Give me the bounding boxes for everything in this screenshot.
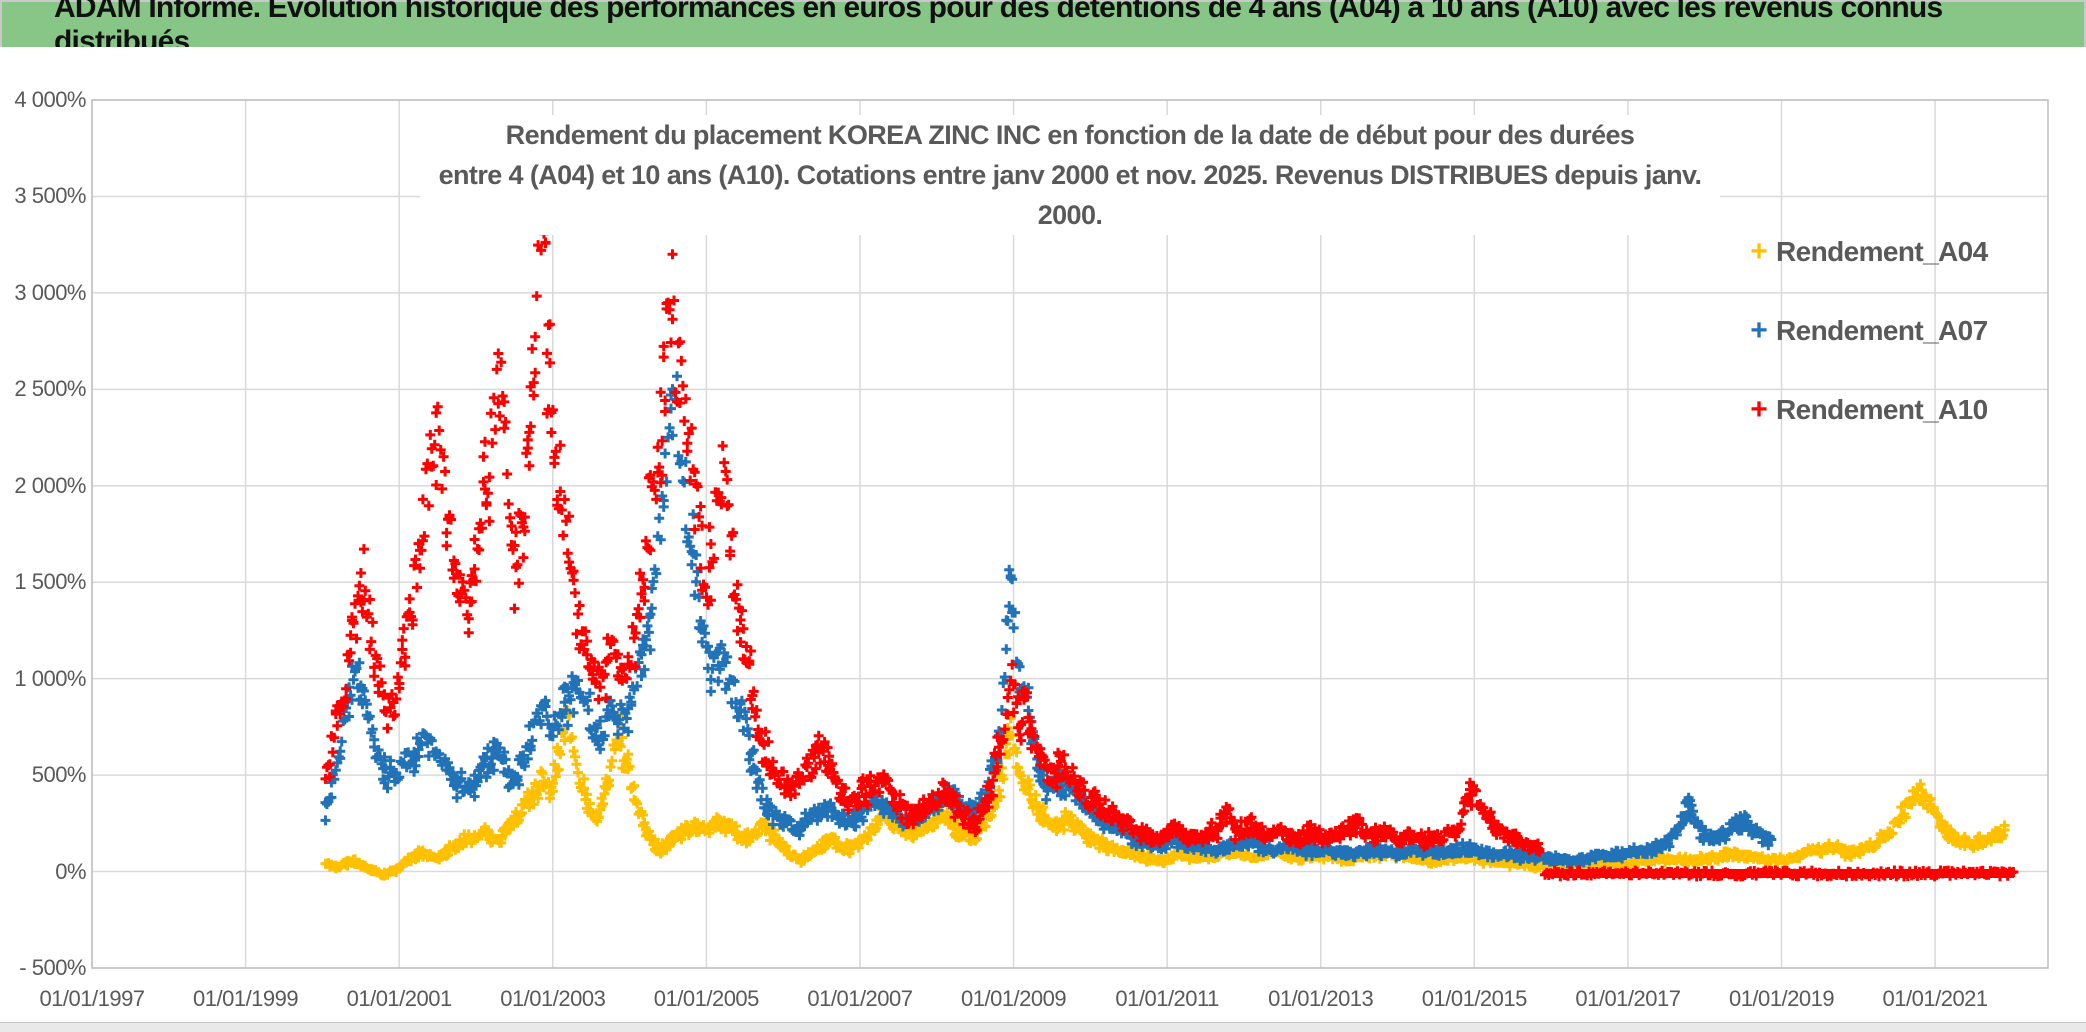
legend-item-a07: + Rendement_A07 bbox=[1742, 308, 1988, 354]
x-axis-label: 01/01/2007 bbox=[807, 986, 913, 1011]
y-axis-label: 2 500% bbox=[14, 376, 86, 402]
y-axis-label: 1 500% bbox=[14, 569, 86, 595]
x-axis-label: 01/01/2013 bbox=[1268, 986, 1374, 1011]
y-axis-label: 500% bbox=[31, 762, 87, 788]
x-axis-label: 01/01/2001 bbox=[346, 986, 453, 1011]
legend-label: Rendement_A07 bbox=[1776, 315, 1988, 346]
legend-item-a04: + Rendement_A04 bbox=[1742, 229, 1988, 275]
x-axis-label: 01/01/2015 bbox=[1421, 986, 1528, 1011]
chart-title: Rendement du placement KOREA ZINC INC en… bbox=[420, 115, 1720, 235]
chart-area: Rendement du placement KOREA ZINC INC en… bbox=[0, 47, 2086, 1022]
x-axis-label: 01/01/1997 bbox=[39, 986, 145, 1011]
y-axis-label: 1 000% bbox=[14, 665, 86, 691]
y-axis-label: 2 000% bbox=[14, 472, 86, 498]
y-axis-label: 3 500% bbox=[14, 183, 86, 209]
legend-item-a10: + Rendement_A10 bbox=[1742, 387, 1988, 433]
plot-border bbox=[91, 99, 2049, 969]
x-axis-label: 01/01/2017 bbox=[1575, 986, 1681, 1011]
y-axis-label: 0% bbox=[55, 858, 86, 884]
x-axis-label: 01/01/2003 bbox=[500, 986, 606, 1011]
series-Rendement_A10 bbox=[320, 207, 2019, 882]
x-axis-label: 01/01/2005 bbox=[653, 986, 760, 1011]
plus-marker-icon: + bbox=[1750, 235, 1768, 268]
legend-label: Rendement_A10 bbox=[1776, 394, 1988, 425]
series-Rendement_A04 bbox=[320, 705, 2010, 881]
scatter-plot bbox=[91, 99, 2049, 969]
chart-legend: + Rendement_A04 + Rendement_A07 + Rendem… bbox=[1742, 229, 1988, 466]
y-axis-label: - 500% bbox=[19, 955, 86, 980]
plus-marker-icon: + bbox=[1750, 314, 1768, 347]
x-axis-label: 01/01/2019 bbox=[1728, 986, 1835, 1011]
bottom-status-strip bbox=[0, 1022, 2086, 1032]
chart-title-line1: Rendement du placement KOREA ZINC INC en… bbox=[505, 120, 1635, 150]
plus-marker-icon: + bbox=[1750, 393, 1768, 426]
x-axis-label: 01/01/2009 bbox=[960, 986, 1067, 1011]
x-axis-label: 01/01/2021 bbox=[1882, 986, 1989, 1011]
x-axis-label: 01/01/1999 bbox=[193, 986, 299, 1011]
window-title-bar: ADAM Informe. Evolution historique des p… bbox=[2, 0, 2084, 58]
chart-title-line2: entre 4 (A04) et 10 ans (A10). Cotations… bbox=[438, 160, 1702, 230]
x-axis-label: 01/01/2011 bbox=[1115, 986, 1219, 1011]
legend-label: Rendement_A04 bbox=[1776, 236, 1988, 267]
y-axis-label: 4 000% bbox=[14, 87, 86, 112]
y-axis-label: 3 000% bbox=[14, 279, 86, 305]
